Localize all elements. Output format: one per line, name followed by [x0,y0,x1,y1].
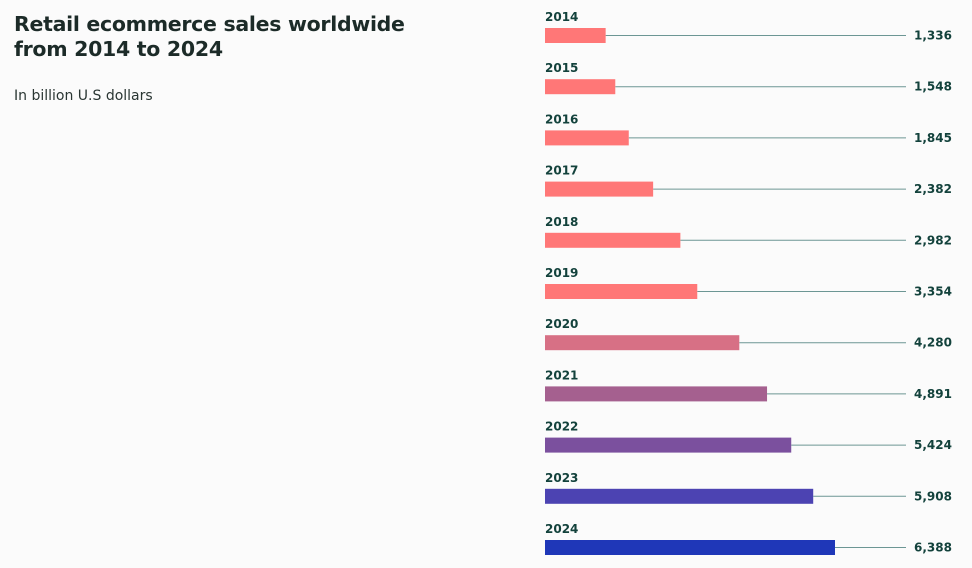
value-label-2017: 2,382 [914,182,952,196]
year-label-2020: 2020 [545,317,578,331]
bar-2019 [545,284,698,299]
bar-2021 [545,386,768,402]
year-label-2024: 2024 [545,522,578,536]
year-label-2018: 2018 [545,215,578,229]
year-label-2014: 2014 [545,10,578,24]
chart-title: Retail ecommerce sales worldwide from 20… [14,12,405,61]
bar-2014 [545,28,606,43]
year-label-2019: 2019 [545,266,578,280]
year-label-2021: 2021 [545,368,578,382]
value-label-2023: 5,908 [914,489,952,503]
value-label-2014: 1,336 [914,29,952,43]
chart-subtitle: In billion U.S dollars [14,88,153,104]
bar-2023 [545,488,814,504]
year-label-2023: 2023 [545,471,578,485]
year-label-2017: 2017 [545,164,578,178]
year-label-2022: 2022 [545,420,578,434]
bar-2022 [545,437,792,453]
bar-2024 [545,540,835,555]
value-label-2015: 1,548 [914,80,952,94]
value-label-2024: 6,388 [914,541,952,555]
year-label-2015: 2015 [545,61,578,75]
value-label-2020: 4,280 [914,336,952,350]
value-label-2021: 4,891 [914,387,952,401]
year-label-2016: 2016 [545,112,578,126]
value-label-2019: 3,354 [914,285,952,299]
bar-2017 [545,181,654,197]
value-label-2018: 2,982 [914,233,952,247]
bar-2018 [545,232,681,248]
value-label-2022: 5,424 [914,438,952,452]
value-label-2016: 1,845 [914,131,952,145]
bar-2016 [545,130,629,146]
bar-2015 [545,79,616,95]
bar-2020 [545,335,740,351]
